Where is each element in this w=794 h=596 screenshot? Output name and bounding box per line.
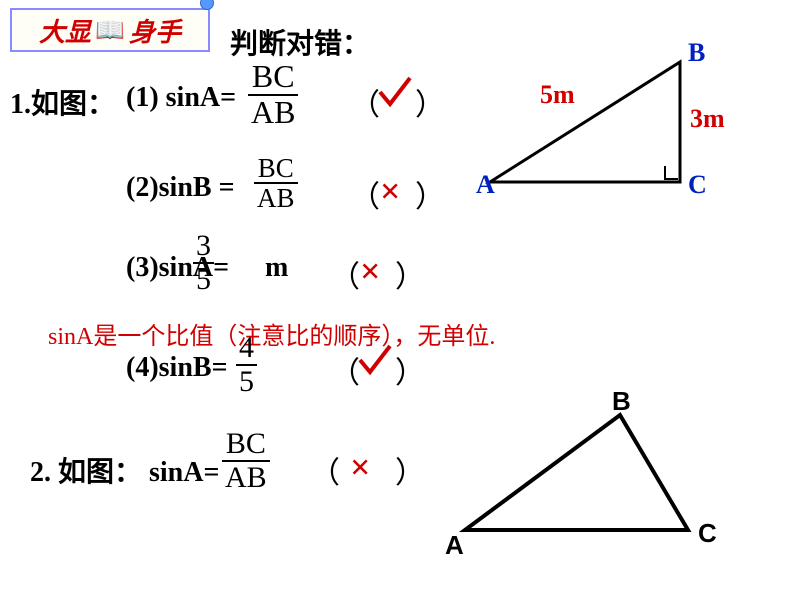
tri1-C: C: [688, 170, 707, 200]
item1-den: AB: [248, 96, 298, 130]
item3-suffix: m: [265, 252, 288, 284]
check4: [356, 340, 396, 389]
badge-box: 大显 📖 身手: [10, 8, 210, 52]
item2-den: AB: [254, 184, 298, 212]
item1-num: BC: [248, 60, 298, 96]
item1-fraction: BC AB: [248, 60, 298, 129]
item2-fraction: BC AB: [254, 154, 298, 213]
item4-label: (4)sinB=: [126, 352, 228, 384]
item4-fraction: 4 5: [236, 332, 257, 397]
cross5: ×: [350, 446, 371, 488]
q2-den: AB: [222, 462, 270, 494]
q2-label: 2. 如图： sinA=: [30, 450, 219, 490]
paren2-r: ）: [415, 172, 445, 216]
item4-den: 5: [236, 366, 257, 398]
triangle2: [450, 400, 720, 560]
tri1-hyp: 5m: [540, 80, 575, 110]
cross2: ×: [380, 170, 401, 212]
right-angle-mark: [664, 166, 678, 180]
book-icon: 📖: [95, 16, 125, 45]
tri2-C: C: [698, 518, 717, 549]
tri2-B: B: [612, 386, 631, 417]
tri2-A: A: [445, 530, 464, 561]
paren2-l: （: [350, 172, 380, 216]
badge-left: 大显: [39, 12, 91, 49]
page-title: 判断对错：: [230, 22, 370, 62]
paren1-r: ）: [415, 80, 445, 124]
paren3-l: （: [330, 252, 360, 296]
check1: [376, 72, 416, 121]
item2-num: BC: [254, 154, 298, 184]
item3-den: 5: [193, 264, 214, 296]
item2-label: (2)sinB =: [126, 172, 235, 204]
q2-num: BC: [222, 428, 270, 462]
badge-right: 身手: [129, 12, 181, 49]
pin-icon: [200, 0, 214, 10]
cross3: ×: [360, 250, 381, 292]
paren4-r: ）: [395, 348, 425, 392]
paren5-l: （: [310, 448, 340, 492]
q2-fraction: BC AB: [222, 428, 270, 493]
item3-num: 3: [193, 230, 214, 264]
tri1-B: B: [688, 38, 705, 68]
paren3-r: ）: [395, 252, 425, 296]
paren5-r: ）: [395, 448, 425, 492]
q1-prefix: 1.如图：: [10, 82, 115, 122]
tri1-A: A: [476, 170, 495, 200]
note-text: sinA是一个比值（注意比的顺序），无单位.: [48, 316, 495, 351]
item3-fraction: 3 5: [193, 230, 214, 295]
tri1-side: 3m: [690, 104, 725, 134]
item1-label: (1) sinA=: [126, 82, 236, 114]
item4-num: 4: [236, 332, 257, 366]
